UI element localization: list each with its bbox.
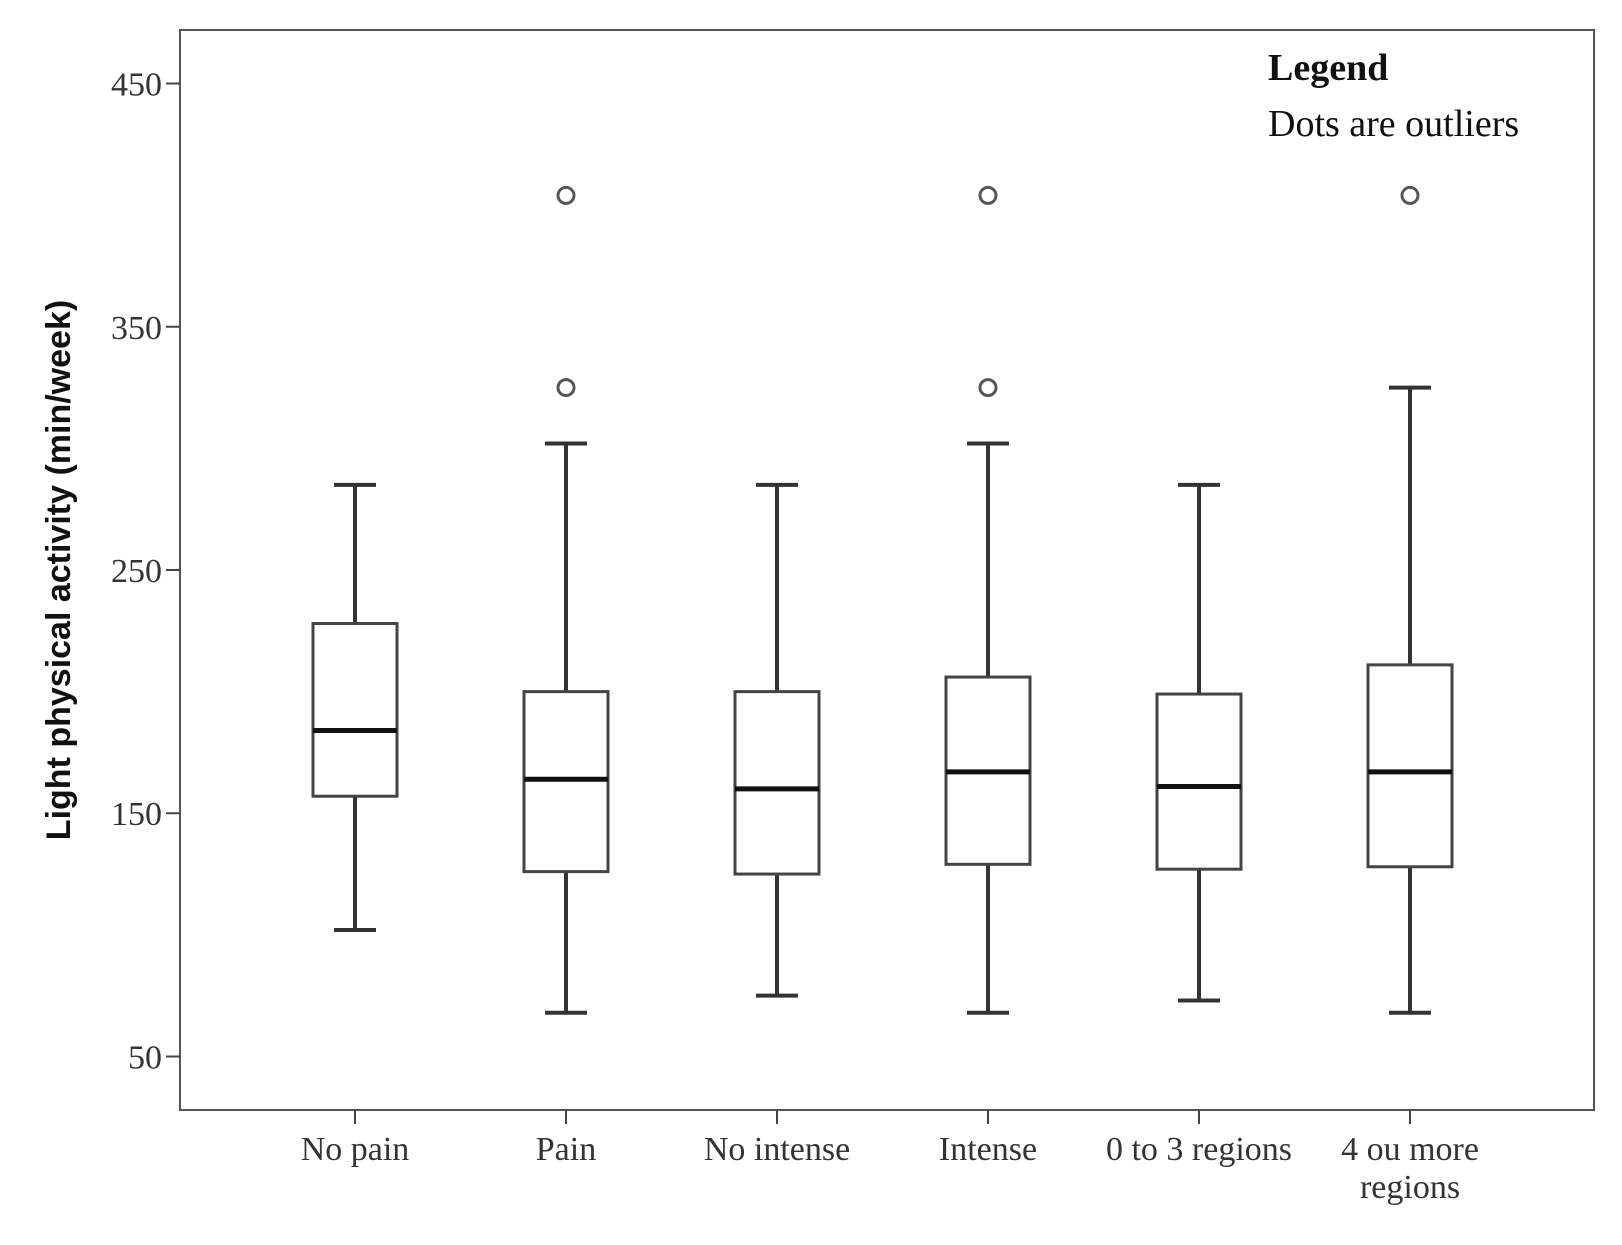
y-tick-label: 350 — [111, 310, 162, 347]
box-6 — [1366, 185, 1454, 1015]
y-tick-label: 150 — [111, 796, 162, 833]
outlier-point — [556, 185, 576, 205]
outlier-point — [978, 378, 998, 398]
box-4 — [944, 185, 1032, 1015]
outlier-point — [1400, 185, 1420, 205]
y-tick-label: 50 — [128, 1039, 162, 1076]
y-axis-label: Light physical activity (min/week) — [40, 300, 78, 840]
x-category-label: regions — [1360, 1169, 1460, 1206]
outlier-point — [556, 378, 576, 398]
x-category-label: Intense — [939, 1131, 1037, 1168]
legend-title: Legend — [1268, 47, 1388, 89]
box-2 — [522, 185, 610, 1015]
x-category-label: No intense — [704, 1131, 850, 1168]
outlier-point — [978, 185, 998, 205]
x-category-label: Pain — [536, 1131, 596, 1168]
box-3 — [733, 482, 821, 998]
y-axis: 50 150 250 350 450 — [111, 67, 180, 1076]
x-category-label: No pain — [301, 1131, 410, 1168]
boxes — [311, 185, 1454, 1015]
legend-text: Dots are outliers — [1268, 103, 1519, 145]
iqr-box — [311, 622, 399, 798]
x-axis: No pain Pain No intense Intense 0 to 3 regio… — [301, 1110, 1479, 1206]
iqr-box — [1366, 663, 1454, 869]
legend: Legend Dots are outliers — [1268, 47, 1519, 145]
iqr-box — [733, 690, 821, 876]
box-1 — [311, 482, 399, 932]
x-category-label: 0 to 3 regions — [1106, 1131, 1292, 1168]
iqr-box — [1155, 692, 1243, 871]
plot-frame — [179, 29, 1595, 1111]
x-category-label: 4 ou more — [1341, 1131, 1479, 1168]
y-tick-label: 450 — [111, 67, 162, 104]
y-tick-label: 250 — [111, 553, 162, 590]
box-5 — [1155, 482, 1243, 1003]
